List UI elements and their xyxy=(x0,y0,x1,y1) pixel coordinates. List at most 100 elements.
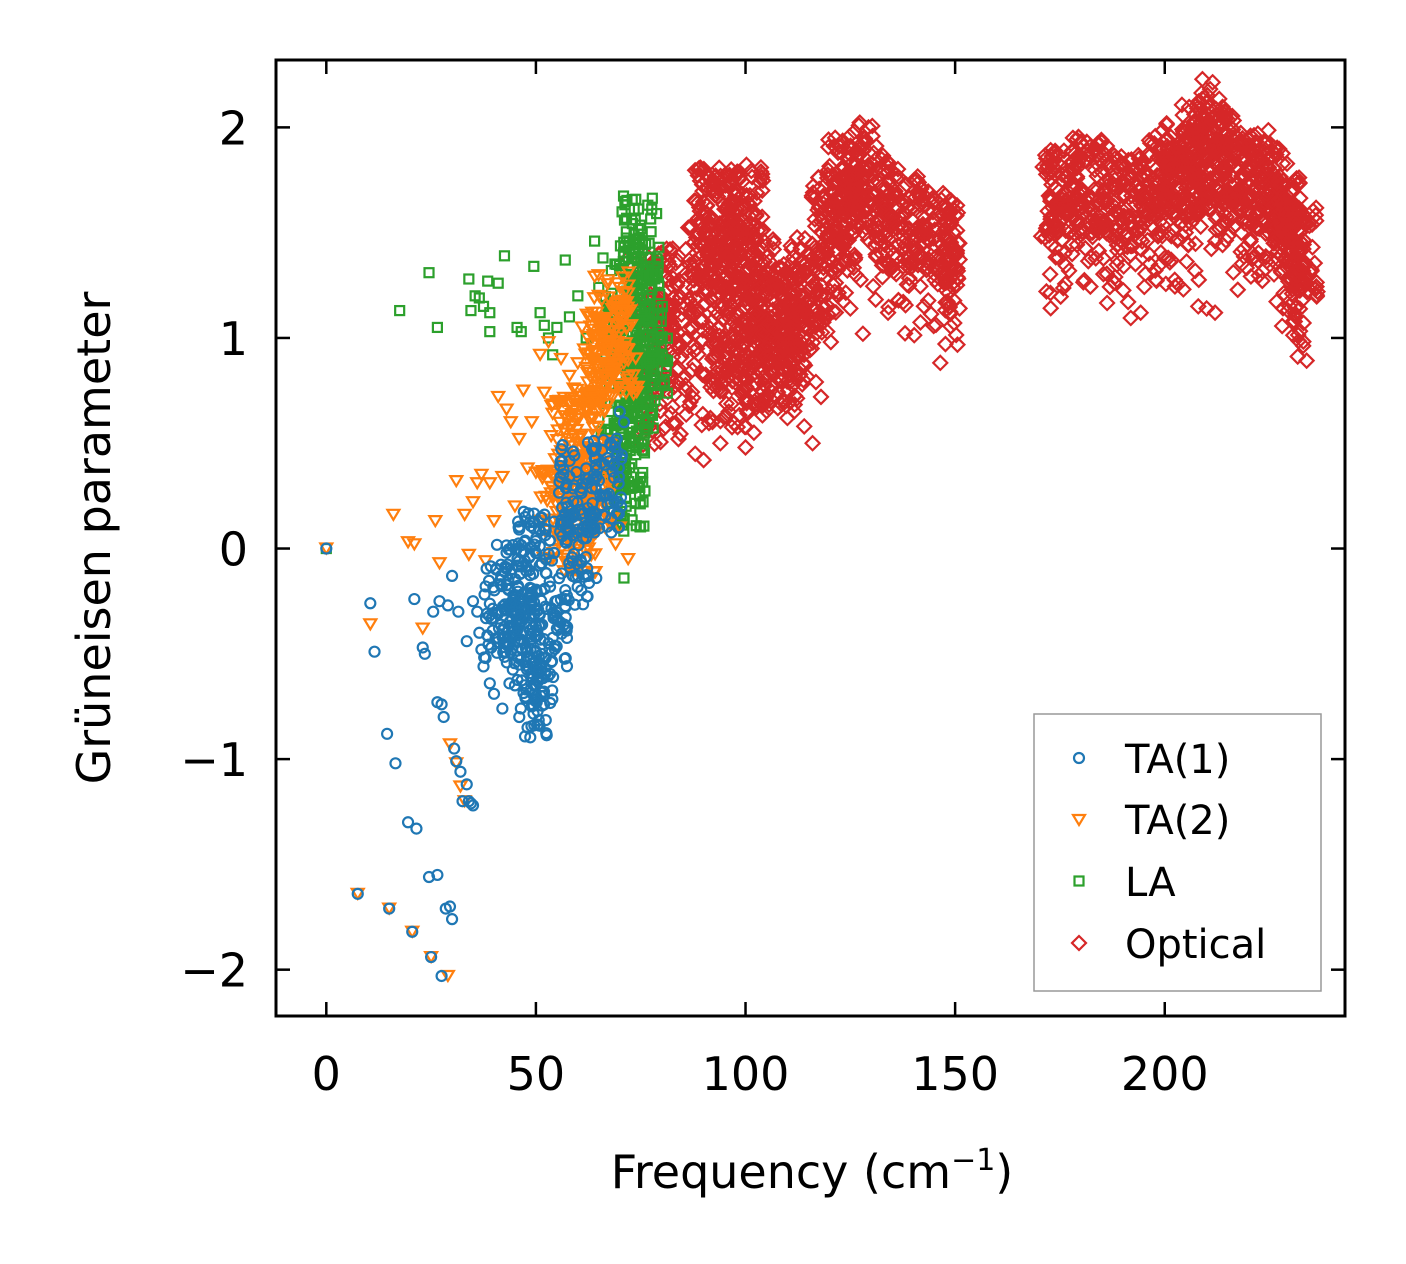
point-ta1 xyxy=(543,667,557,680)
point-ta1 xyxy=(533,524,547,537)
point-optical xyxy=(781,269,799,287)
point-optical xyxy=(948,268,967,286)
point-la xyxy=(538,319,550,331)
point-optical xyxy=(759,336,777,354)
point-ta2 xyxy=(586,323,602,337)
point-optical xyxy=(1196,172,1214,190)
x-axis-label-superscript: −1 xyxy=(951,1143,995,1178)
point-optical xyxy=(1244,196,1262,214)
point-optical xyxy=(1249,244,1267,262)
point-ta1 xyxy=(521,721,534,734)
point-optical xyxy=(1090,242,1108,260)
point-ta2 xyxy=(599,389,616,403)
point-optical xyxy=(1224,263,1242,281)
point-optical xyxy=(1242,230,1260,248)
point-ta2 xyxy=(562,397,579,411)
point-optical xyxy=(718,289,736,307)
point-la xyxy=(534,307,546,319)
point-ta1 xyxy=(539,553,552,566)
point-optical xyxy=(1217,102,1235,120)
point-ta1 xyxy=(532,649,545,663)
point-la xyxy=(639,427,651,439)
point-ta2 xyxy=(623,319,639,333)
point-ta2 xyxy=(600,342,617,356)
point-ta1 xyxy=(612,470,625,484)
point-ta1 xyxy=(448,742,461,755)
point-optical xyxy=(1152,222,1170,240)
point-ta2 xyxy=(609,297,626,311)
legend-label-optical: Optical xyxy=(1125,922,1266,968)
x-tick-label: 50 xyxy=(507,1047,566,1101)
point-optical xyxy=(753,406,771,424)
point-optical xyxy=(1217,231,1235,249)
point-optical xyxy=(1161,161,1179,179)
point-optical xyxy=(762,378,780,396)
point-ta2 xyxy=(615,304,632,318)
legend: TA(1) TA(2) LA Optical xyxy=(1033,713,1322,992)
point-optical xyxy=(948,259,966,277)
legend-entry-ta2: TA(2) xyxy=(1071,798,1230,844)
point-optical xyxy=(822,333,840,351)
point-optical xyxy=(1081,278,1099,296)
point-ta1 xyxy=(575,556,588,569)
point-ta2 xyxy=(576,343,593,357)
point-optical xyxy=(782,284,800,302)
point-la xyxy=(626,214,638,226)
point-optical xyxy=(1241,127,1260,145)
point-ta2 xyxy=(607,538,624,552)
point-optical xyxy=(1274,154,1292,173)
point-optical xyxy=(829,144,847,162)
point-optical xyxy=(1174,122,1192,140)
point-optical xyxy=(889,160,907,178)
point-ta2 xyxy=(606,325,623,339)
point-ta2 xyxy=(593,318,610,332)
point-optical xyxy=(798,368,816,386)
point-optical xyxy=(1286,202,1304,220)
point-ta1 xyxy=(450,755,463,768)
point-optical xyxy=(889,168,908,186)
point-ta1 xyxy=(364,597,377,610)
point-ta1 xyxy=(518,554,531,567)
point-ta1 xyxy=(513,710,526,724)
point-optical xyxy=(778,409,796,427)
point-ta1 xyxy=(410,822,423,835)
point-optical xyxy=(679,320,697,338)
point-optical xyxy=(722,318,740,336)
point-optical xyxy=(1088,155,1106,173)
point-ta1 xyxy=(566,570,580,583)
point-ta2 xyxy=(595,390,611,405)
point-optical xyxy=(829,222,847,240)
point-optical xyxy=(1193,70,1211,88)
point-la xyxy=(563,311,576,323)
point-ta1 xyxy=(506,539,520,552)
point-optical xyxy=(841,127,859,145)
point-optical xyxy=(824,302,842,320)
point-optical xyxy=(862,216,880,234)
point-ta1 xyxy=(456,795,469,808)
point-optical xyxy=(775,255,793,273)
point-ta2 xyxy=(588,379,605,393)
point-ta1 xyxy=(571,569,584,583)
point-optical xyxy=(1308,286,1326,304)
point-optical xyxy=(1124,163,1142,181)
point-ta1 xyxy=(533,539,546,553)
point-la xyxy=(628,236,640,248)
point-ta1 xyxy=(487,687,501,700)
point-la xyxy=(645,226,657,238)
point-optical xyxy=(782,319,800,337)
point-ta1 xyxy=(559,601,572,614)
point-optical xyxy=(1157,204,1175,222)
y-tick-label: 0 xyxy=(219,523,248,577)
point-optical xyxy=(1214,160,1232,179)
point-optical xyxy=(646,435,664,453)
point-optical xyxy=(1072,192,1090,210)
point-ta1 xyxy=(543,575,556,588)
point-optical xyxy=(889,291,907,309)
point-optical xyxy=(1135,163,1153,181)
point-ta2 xyxy=(620,370,637,384)
point-optical xyxy=(1169,180,1187,198)
point-optical xyxy=(1049,216,1067,234)
point-la xyxy=(646,203,658,215)
point-optical xyxy=(809,201,827,219)
point-optical xyxy=(880,298,898,316)
